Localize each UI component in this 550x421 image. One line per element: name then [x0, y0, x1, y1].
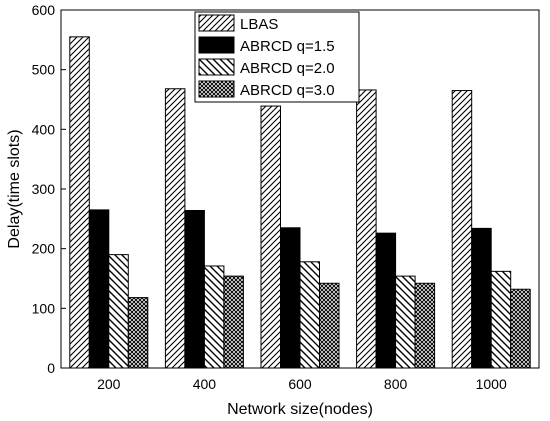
legend: LBAS ABRCD q=1.5 ABRCD q=2.0 ABRCD q=3.0: [194, 11, 360, 103]
bar-abrcd-q-2-0-400: [203, 265, 225, 369]
x-tick-label: 400: [193, 376, 217, 392]
bar-abrcd-q-3-0-200: [127, 297, 149, 369]
legend-label: ABRCD q=3.0: [240, 82, 335, 99]
bar-abrcd-q-1-5-1000: [471, 227, 492, 369]
bar-abrcd-q-2-0-1000: [490, 270, 512, 369]
bar-lbas-200: [69, 36, 90, 369]
bar-abrcd-q-1-5-200: [88, 209, 110, 369]
x-axis: 200 400 600 800 1000: [97, 363, 507, 392]
bar-abrcd-q-1-5-600: [280, 227, 301, 369]
plot-area: 0 100 200 300 400 500 600 200 400 600 800 1000: [32, 2, 540, 392]
x-tick-label: 200: [97, 376, 121, 392]
bar-lbas-400: [164, 88, 186, 369]
bar-abrcd-q-2-0-200: [108, 254, 129, 369]
bar-abrcd-q-2-0-600: [299, 261, 320, 369]
legend-swatch: [198, 80, 235, 98]
y-tick-label: 400: [32, 121, 56, 137]
legend-swatch: [198, 36, 235, 54]
bar-abrcd-q-3-0-400: [223, 275, 244, 369]
bar-lbas-600: [260, 105, 281, 369]
bar-abrcd-q-1-5-800: [375, 232, 397, 369]
legend-label: ABRCD q=1.5: [240, 38, 335, 55]
y-tick-label: 0: [47, 360, 55, 376]
x-tick-label: 600: [288, 376, 312, 392]
x-tick-label: 1000: [476, 376, 507, 392]
bar-abrcd-q-2-0-800: [395, 275, 416, 369]
x-tick-label: 800: [384, 376, 408, 392]
legend-swatch: [198, 58, 235, 76]
y-tick-label: 100: [32, 300, 56, 316]
bar-abrcd-q-3-0-800: [414, 282, 436, 369]
y-tick-label: 200: [32, 241, 56, 257]
y-tick-label: 600: [32, 2, 56, 18]
bar-lbas-1000: [451, 90, 473, 369]
bars: [69, 36, 531, 369]
legend-label: ABRCD q=2.0: [240, 60, 335, 77]
bar-lbas-800: [356, 89, 377, 369]
y-axis: 0 100 200 300 400 500 600: [32, 2, 66, 376]
bar-abrcd-q-3-0-1000: [510, 288, 531, 369]
legend-label: LBAS: [240, 16, 278, 33]
bar-abrcd-q-1-5-400: [184, 209, 205, 369]
y-axis-label: Delay(time slots): [6, 129, 23, 248]
bar-abrcd-q-3-0-600: [319, 282, 340, 369]
y-tick-label: 300: [32, 181, 56, 197]
x-axis-label: Network size(nodes): [227, 401, 373, 418]
y-tick-label: 500: [32, 62, 56, 78]
legend-swatch: [198, 14, 235, 32]
